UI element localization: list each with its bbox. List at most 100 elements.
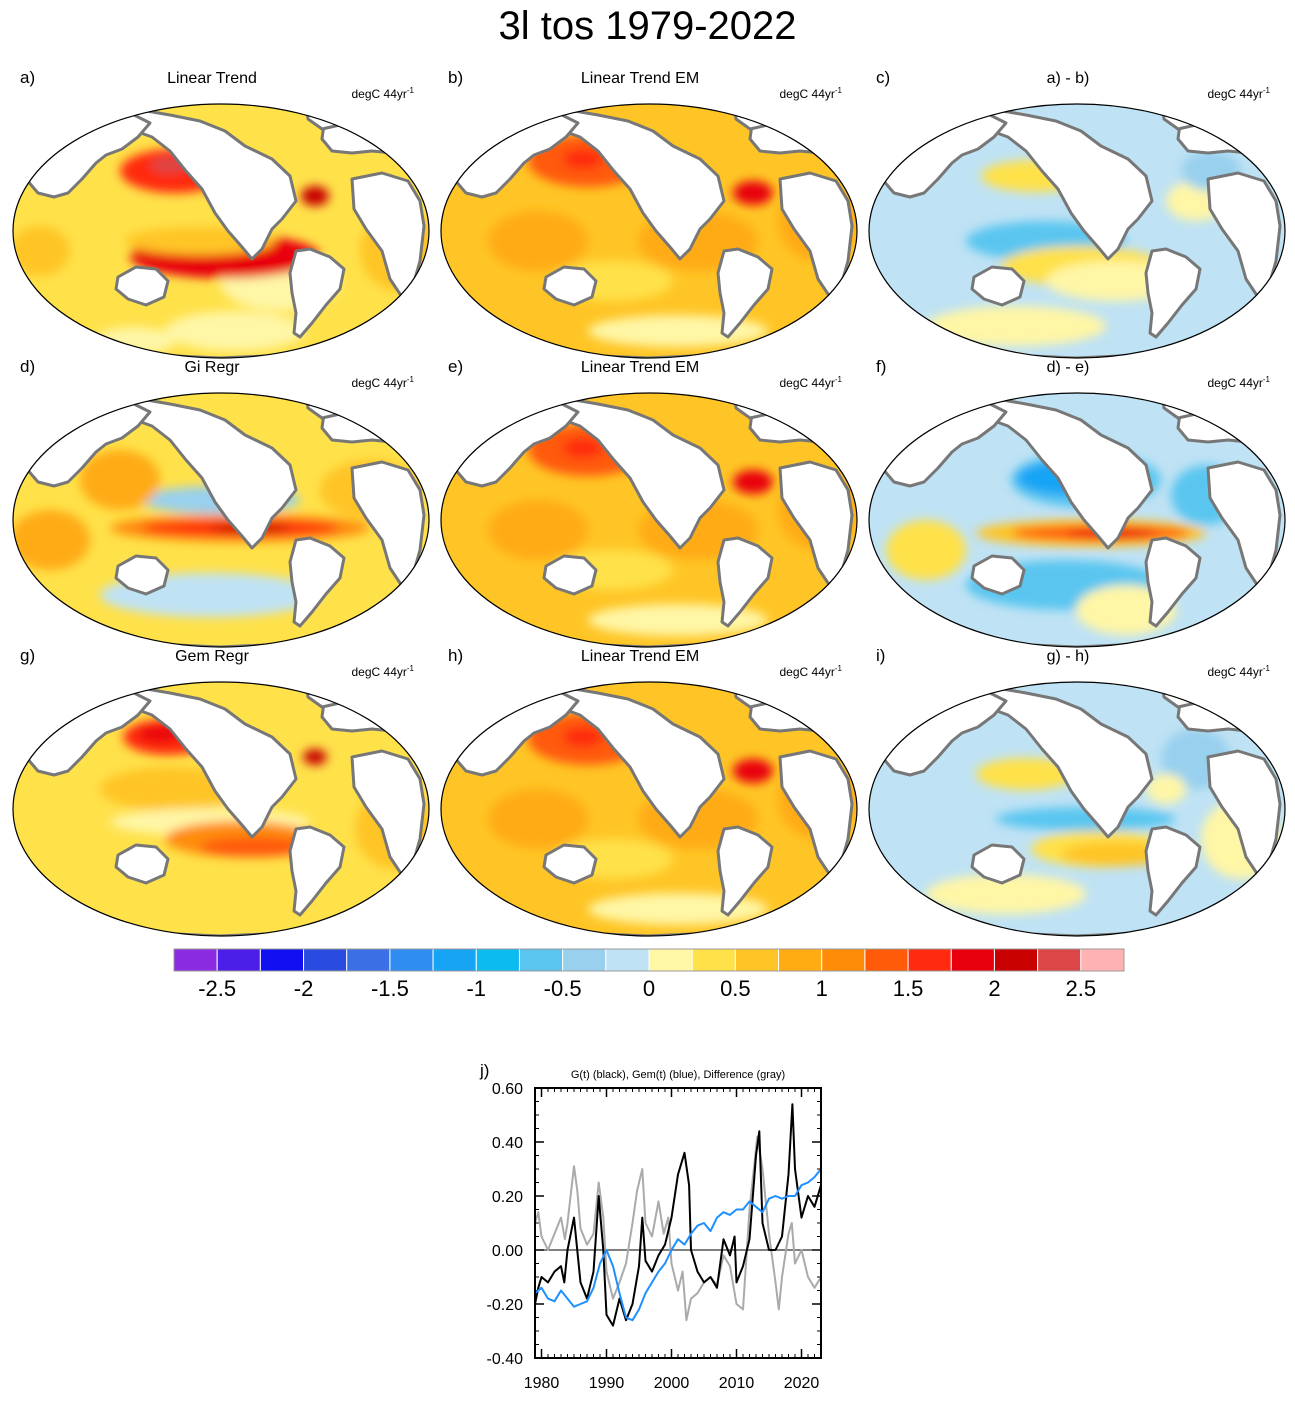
colorbar-swatch <box>907 948 952 972</box>
landmass-aus <box>970 265 1026 307</box>
map-border <box>440 681 858 937</box>
panel-title: Gi Regr <box>184 359 240 376</box>
map-panel-b: b) Linear Trend EM degC 44yr-1 <box>428 68 858 359</box>
map-border <box>868 681 1286 937</box>
panel-units: degC 44yr-1 <box>779 375 843 390</box>
landmass-na <box>949 396 1154 550</box>
panel-label: b) <box>448 68 464 87</box>
chart-label: j) <box>479 1061 489 1080</box>
landmass-sa <box>716 247 774 339</box>
anomaly-region <box>1061 842 1171 866</box>
landmass-sa <box>1144 536 1202 628</box>
colorbar-swatch <box>518 948 564 972</box>
colorbar-swatch <box>950 948 995 972</box>
anomaly-region <box>563 149 603 169</box>
colorbar-swatch <box>562 948 607 972</box>
anomaly-region <box>303 749 327 765</box>
map-border <box>868 392 1286 648</box>
y-tick-label: 0.20 <box>492 1189 523 1206</box>
anomaly-region <box>733 181 773 205</box>
panel-units: degC 44yr-1 <box>779 86 843 101</box>
map-border <box>440 392 858 648</box>
anomaly-region <box>563 438 603 458</box>
x-tick-label: 1980 <box>524 1375 560 1392</box>
anomaly-region <box>13 226 70 276</box>
panel-label: i) <box>876 646 886 665</box>
colorbar-tick-label: -1 <box>466 976 486 1001</box>
panel-title: Linear Trend EM <box>580 648 700 665</box>
anomaly-region <box>95 327 175 355</box>
map-panel-e: e) Linear Trend EM degC 44yr-1 <box>428 357 858 648</box>
map-border <box>12 392 430 648</box>
series-line-2 <box>534 1168 822 1322</box>
map-border <box>12 681 430 937</box>
map-border <box>440 103 858 359</box>
landmass-sa <box>716 825 774 917</box>
colorbar-tick-label: 0 <box>643 976 655 1001</box>
colorbar-swatch <box>1037 948 1082 972</box>
map-panel-h: h) Linear Trend EM degC 44yr-1 <box>428 646 858 937</box>
landmass-aus <box>542 843 598 885</box>
colorbar-swatch <box>778 948 823 972</box>
landmass-aus <box>114 265 170 307</box>
panel-title: a) - b) <box>1046 70 1090 87</box>
chart-title: G(t) (black), Gem(t) (blue), Difference … <box>571 1069 785 1081</box>
colorbar-swatch <box>432 948 477 972</box>
panel-title: g) - h) <box>1046 648 1090 665</box>
panel-units: degC 44yr-1 <box>1207 375 1271 390</box>
panel-label: f) <box>876 357 887 376</box>
panel-title: Linear Trend EM <box>580 70 700 87</box>
anomaly-region <box>165 311 305 351</box>
x-tick-label: 1990 <box>589 1375 625 1392</box>
colorbar-tick-label: -0.5 <box>544 976 582 1001</box>
colorbar-swatch <box>691 948 736 972</box>
colorbar-swatch <box>864 948 909 972</box>
anomaly-region <box>488 789 588 849</box>
landmass-na <box>521 107 726 261</box>
colorbar-swatch <box>821 948 866 972</box>
anomaly-region <box>1146 774 1186 804</box>
panel-units: degC 44yr-1 <box>1207 664 1271 679</box>
panel-label: c) <box>876 68 891 87</box>
timeseries-chart: j) G(t) (black), Gem(t) (blue), Differenc… <box>479 1061 822 1392</box>
map-border <box>868 103 1286 359</box>
x-tick-label: 2000 <box>654 1375 690 1392</box>
main-title: 3l tos 1979-2022 <box>498 4 797 48</box>
map-panel-c: c) a) - b) degC 44yr-1 <box>856 68 1286 359</box>
anomaly-region <box>563 727 603 747</box>
landmass-na <box>521 685 726 839</box>
colorbar-tick-label: -1.5 <box>371 976 409 1001</box>
colorbar-tick-label: 0.5 <box>720 976 751 1001</box>
landmass-sa <box>288 536 346 628</box>
map-field <box>868 392 1286 648</box>
map-border <box>12 103 430 359</box>
landmass-na <box>521 396 726 550</box>
panel-units: degC 44yr-1 <box>779 664 843 679</box>
y-tick-label: -0.20 <box>487 1297 524 1314</box>
panel-units: degC 44yr-1 <box>351 664 415 679</box>
colorbar-swatch <box>303 948 348 972</box>
colorbar-swatch <box>173 948 218 972</box>
colorbar-tick-label: 1 <box>816 976 828 1001</box>
landmass-aus <box>970 843 1026 885</box>
anomaly-region <box>13 510 90 570</box>
panel-label: e) <box>448 357 464 376</box>
colorbar-tick-label: 1.5 <box>893 976 924 1001</box>
anomaly-region <box>488 211 588 271</box>
map-field <box>12 103 430 359</box>
panel-label: g) <box>20 646 36 665</box>
colorbar-tick-label: 2 <box>988 976 1000 1001</box>
colorbar-swatch <box>259 948 305 972</box>
panel-units: degC 44yr-1 <box>1207 86 1271 101</box>
panel-label: h) <box>448 646 464 665</box>
landmass-aus <box>542 554 598 596</box>
landmass-na <box>93 685 298 839</box>
colorbar-frame <box>173 948 1125 972</box>
colorbar-tick-label: -2 <box>294 976 314 1001</box>
colorbar: -2.5 -2 -1.5 -1 -0.5 0 0.5 1 1.5 2 2.5 <box>173 948 1125 1001</box>
colorbar-swatch <box>993 948 1039 972</box>
panel-units: degC 44yr-1 <box>351 375 415 390</box>
colorbar-swatch <box>475 948 520 972</box>
anomaly-region <box>976 758 1076 790</box>
colorbar-swatch <box>1080 948 1125 972</box>
